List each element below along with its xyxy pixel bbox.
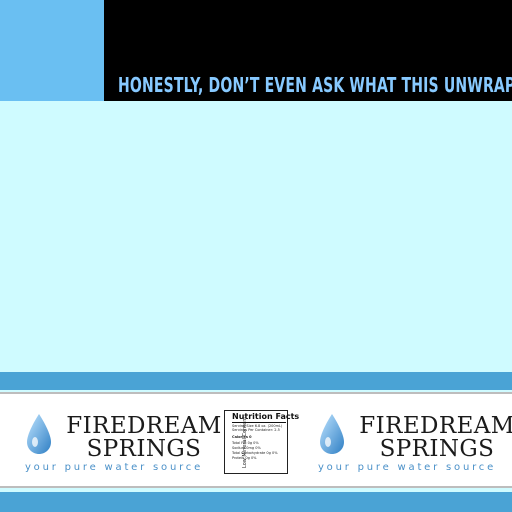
nutrition-row: Protein 0g 0% bbox=[232, 456, 257, 460]
nutrition-row: Servings Per Container: 2.5 bbox=[232, 428, 280, 432]
cyan-panel bbox=[0, 101, 512, 372]
nutrition-row: Sodium 0mg 0% bbox=[232, 446, 261, 450]
nutrition-rule bbox=[232, 422, 286, 423]
brand-name-line1: FIREDREAM bbox=[359, 413, 512, 439]
brand-name-line2: SPRINGS bbox=[379, 436, 495, 462]
black-banner bbox=[104, 0, 512, 101]
nutrition-row: Total Fat 0g 0% bbox=[232, 441, 259, 445]
blue-bar-bottom bbox=[0, 492, 512, 512]
brand-block-left: FIREDREAM SPRINGS your pure water source bbox=[14, 394, 224, 486]
brand-block-right: FIREDREAM SPRINGS your pure water source bbox=[307, 394, 512, 486]
nutrition-row: Serving Size 6.8 oz. (200mL) bbox=[232, 424, 283, 428]
divider-bottom bbox=[0, 486, 512, 488]
brand-name-line2: SPRINGS bbox=[86, 436, 202, 462]
water-drop-icon bbox=[320, 414, 344, 454]
blue-bar-top bbox=[0, 372, 512, 390]
brand-tagline: your pure water source bbox=[24, 462, 204, 473]
brand-tagline: your pure water source bbox=[317, 462, 497, 473]
sky-blue-swatch bbox=[0, 0, 104, 101]
nutrition-row: Total Carbohydrate 0g 0% bbox=[232, 451, 278, 455]
banner-caption: HONESTLY, DON’T EVEN ASK WHAT THIS UNWRA… bbox=[118, 73, 512, 97]
water-drop-icon bbox=[27, 414, 51, 454]
nutrition-facts-panel: Low Mineral Content Nutrition Facts Serv… bbox=[224, 410, 300, 474]
nutrition-row: Calories 0 bbox=[232, 435, 252, 439]
brand-name-line1: FIREDREAM bbox=[66, 413, 222, 439]
divider-top bbox=[0, 392, 512, 394]
nutrition-title: Nutrition Facts bbox=[232, 412, 300, 421]
